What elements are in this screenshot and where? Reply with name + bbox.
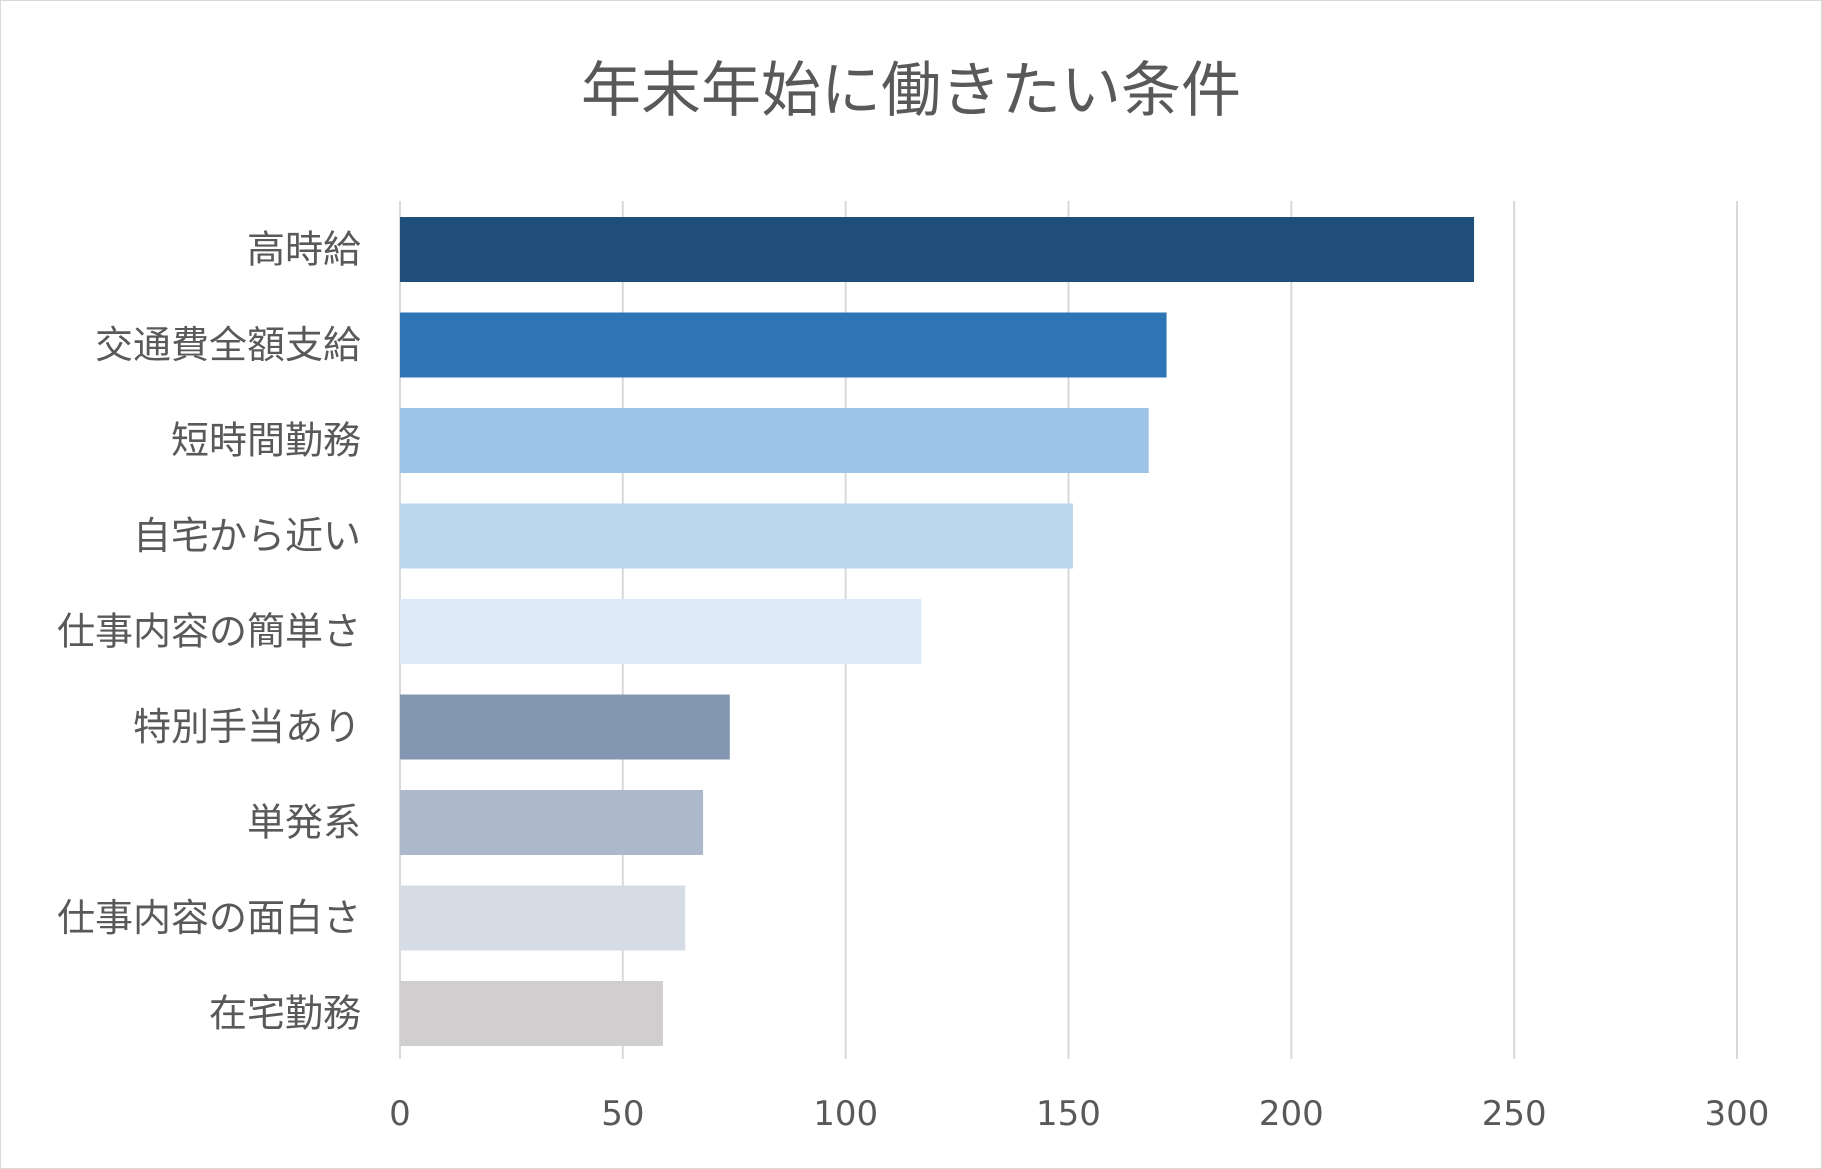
bar [400,217,1475,282]
bar [400,503,1073,569]
bars [400,217,1475,1046]
bar [400,408,1149,473]
bar [400,885,686,951]
category-label: 交通費全額支給 [95,323,361,367]
x-tick-label: 300 [1705,1094,1770,1134]
category-label: 高時給 [247,228,361,272]
category-label: 仕事内容の簡単さ [57,610,361,654]
x-tick-labels: 0 50 100 150 200 250 300 [389,1094,1769,1134]
category-label: 短時間勤務 [171,419,361,463]
category-label: 在宅勤務 [209,992,361,1036]
x-tick-label: 150 [1036,1094,1101,1134]
x-tick-label: 100 [813,1094,878,1134]
bar [400,312,1167,378]
category-label: 特別手当あり [133,705,361,749]
chart-title: 年末年始に働きたい条件 [581,56,1241,126]
bar [400,694,730,760]
category-labels: 高時給交通費全額支給短時間勤務自宅から近い仕事内容の簡単さ特別手当あり単発系仕事… [57,228,361,1036]
x-tick-label: 250 [1482,1094,1547,1134]
bar [400,599,922,664]
category-label: 単発系 [247,801,361,845]
x-tick-label: 50 [601,1094,644,1134]
x-tick-label: 0 [389,1094,411,1134]
category-label: 仕事内容の面白さ [57,896,361,940]
x-tick-label: 200 [1259,1094,1324,1134]
category-label: 自宅から近い [133,514,361,558]
bar [400,790,704,855]
bar [400,981,663,1046]
